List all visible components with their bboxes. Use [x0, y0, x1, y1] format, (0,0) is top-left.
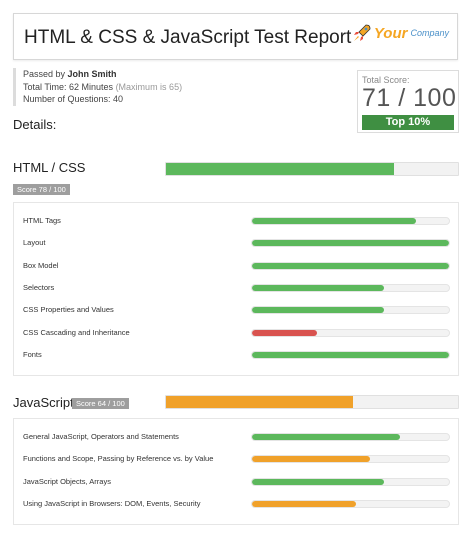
- skill-row: HTML Tags: [14, 210, 458, 232]
- section-score-bar: [165, 162, 459, 176]
- skill-label: Fonts: [23, 349, 42, 359]
- question-count: Number of Questions: 40: [23, 94, 124, 104]
- skill-row: General JavaScript, Operators and Statem…: [14, 426, 458, 448]
- skill-progress-fill: [252, 284, 384, 291]
- test-meta: Passed by John Smith Total Time: 62 Minu…: [13, 68, 182, 106]
- skill-progress-track: [251, 477, 450, 486]
- total-score-box: Total Score: 71 / 100 Top 10%: [357, 70, 459, 133]
- section-score-fill: [166, 396, 353, 408]
- skill-progress-track: [251, 499, 450, 508]
- skill-label: CSS Cascading and Inheritance: [23, 327, 130, 337]
- skill-progress-track: [251, 433, 450, 441]
- skill-progress-fill: [252, 307, 384, 314]
- skill-row: JavaScript Objects, Arrays: [14, 471, 458, 493]
- skill-progress-track: [251, 217, 450, 225]
- total-time-line: Total Time: 62 Minutes (Maximum is 65): [23, 81, 182, 94]
- section-score-tag: Score 64 / 100: [72, 398, 129, 409]
- passed-by-line: Passed by John Smith: [23, 68, 182, 81]
- skill-row: Layout: [14, 232, 458, 254]
- skill-row: CSS Cascading and Inheritance: [14, 322, 458, 344]
- section-panel-javascript: General JavaScript, Operators and Statem…: [13, 418, 459, 525]
- section-panel-html-css: HTML Tags Layout Box Model Selectors CSS Pro…: [13, 202, 459, 376]
- skill-progress-fill: [252, 500, 357, 507]
- max-time: (Maximum is 65): [115, 81, 183, 92]
- skill-progress-fill: [252, 218, 416, 224]
- skill-progress-track: [251, 239, 450, 248]
- skill-label: Box Model: [23, 260, 59, 270]
- report-header: HTML & CSS & JavaScript Test Report Your…: [13, 13, 458, 60]
- skill-label: CSS Properties and Values: [23, 305, 114, 315]
- skill-progress-track: [251, 306, 450, 315]
- skill-progress-track: [251, 455, 450, 464]
- skill-progress-track: [251, 261, 450, 270]
- skill-label: Using JavaScript in Browsers: DOM, Event…: [23, 498, 201, 508]
- section-score-fill: [166, 163, 394, 175]
- logo-word-company: Company: [410, 28, 449, 38]
- logo-word-your: Your: [373, 24, 408, 42]
- rocket-icon: [353, 24, 371, 41]
- skill-progress-track: [251, 328, 450, 337]
- passed-by-label: Passed by: [23, 69, 66, 79]
- skill-row: Box Model: [14, 255, 458, 277]
- skill-progress-track: [251, 350, 450, 359]
- section-score-tag: Score 78 / 100: [13, 184, 70, 195]
- skill-label: Functions and Scope, Passing by Referenc…: [23, 454, 214, 464]
- skill-row: Fonts: [14, 344, 458, 366]
- skill-row: Functions and Scope, Passing by Referenc…: [14, 448, 458, 470]
- skill-progress-fill: [252, 240, 449, 247]
- total-score-label: Total Score:: [362, 75, 410, 85]
- candidate-name: John Smith: [67, 69, 117, 79]
- total-time: Total Time: 62 Minutes: [23, 81, 114, 92]
- skill-progress-fill: [252, 262, 449, 269]
- skill-label: JavaScript Objects, Arrays: [23, 476, 111, 486]
- skill-label: Selectors: [23, 282, 55, 292]
- skill-label: HTML Tags: [23, 216, 61, 225]
- section-score-bar: [165, 395, 459, 409]
- skill-progress-fill: [252, 434, 400, 440]
- company-logo: Your Company: [352, 23, 449, 43]
- section-title-html-css: HTML / CSS: [13, 160, 86, 175]
- skill-progress-track: [251, 283, 450, 292]
- skill-label: Layout: [23, 238, 46, 248]
- skill-row: CSS Properties and Values: [14, 299, 458, 321]
- details-heading: Details:: [13, 117, 57, 132]
- skill-progress-fill: [252, 351, 449, 358]
- section-title-javascript: JavaScript: [13, 395, 74, 410]
- skill-label: General JavaScript, Operators and Statem…: [23, 432, 179, 441]
- skill-row: Using JavaScript in Browsers: DOM, Event…: [14, 493, 458, 515]
- skill-row: Selectors: [14, 277, 458, 299]
- skill-progress-fill: [252, 329, 317, 336]
- skill-progress-fill: [252, 478, 384, 485]
- skill-progress-fill: [252, 456, 371, 463]
- rank-badge: Top 10%: [362, 115, 454, 130]
- page-title: HTML & CSS & JavaScript Test Report: [24, 27, 352, 48]
- total-score-value: 71 / 100: [362, 84, 457, 112]
